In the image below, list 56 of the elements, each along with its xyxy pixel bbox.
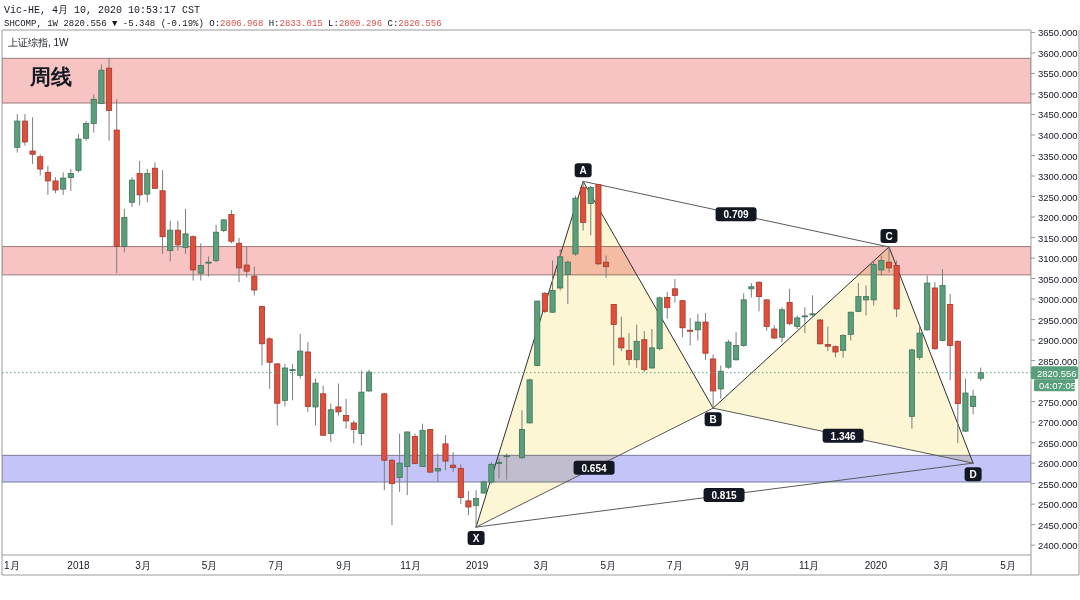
y-tick-label: 2400.000 [1038,539,1078,551]
annotation: 1.346 [830,430,857,442]
y-tick-label: 2850.000 [1038,355,1078,367]
x-tick-label: 1月 [4,559,20,571]
y-tick-label: 2450.000 [1038,519,1078,531]
y-tick-label: 3300.000 [1038,170,1078,182]
y-tick-label: 2650.000 [1038,437,1078,449]
x-tick-label: 9月 [734,559,751,571]
annotation: D [969,468,977,480]
y-tick-label: 3500.000 [1038,88,1078,100]
text: SHCOMP, 1W 2820.556 ▼ -5.348 (-0.19%) O:2806.968 H:2833.015 L:2800.296 C:2820.556 [4,19,442,29]
y-tick-label: 2750.000 [1038,396,1078,408]
y-tick-label: 2500.000 [1038,498,1078,510]
x-tick-label: 5月 [1000,559,1016,571]
y-tick-label: 3050.000 [1038,273,1078,285]
y-tick-label: 3650.000 [1038,26,1078,38]
y-tick-label: 3600.000 [1038,47,1078,59]
y-tick-label: 2900.000 [1038,334,1078,346]
annotation: 0.815 [711,489,737,501]
y-tick-label: 3250.000 [1038,191,1078,203]
y-tick-label: 2600.000 [1038,457,1078,469]
text: Vic-HE, 4月 10, 2020 10:53:17 CST [4,5,201,16]
y-tick-label: 2550.000 [1038,478,1078,490]
x-tick-label: 2020 [864,559,888,571]
x-tick-label: 11月 [799,559,820,571]
y-tick-label: 3150.000 [1038,232,1078,244]
y-tick-label: 3400.000 [1038,129,1078,141]
x-tick-label: 3月 [533,559,550,571]
x-tick-label: 9月 [336,559,352,571]
text: 上证综指, 1W [8,37,70,48]
x-tick-label: 3月 [135,559,151,571]
text: 04:07:05 [1039,379,1076,391]
x-tick-label: 11月 [400,559,421,571]
x-tick-label: 5月 [600,559,617,571]
annotation: B [709,413,717,425]
annotation: X [472,532,480,544]
y-tick-label: 3350.000 [1038,150,1078,162]
y-tick-label: 3000.000 [1038,293,1078,305]
x-tick-label: 7月 [268,559,284,571]
x-tick-label: 2019 [466,559,489,571]
annotation: C [885,230,893,242]
x-tick-label: 5月 [201,559,218,571]
y-tick-label: 3100.000 [1038,252,1078,264]
ref-line-label: 2820.556 [1037,367,1077,379]
y-tick-label: 2700.000 [1038,416,1078,428]
annotation: 周线 [29,65,72,88]
x-tick-label: 2018 [67,559,91,571]
x-tick-label: 3月 [933,559,950,571]
annotation: A [579,164,587,176]
y-tick-label: 3450.000 [1038,108,1078,120]
annotation: 0.709 [723,208,750,220]
x-tick-label: 7月 [667,559,683,571]
annotation: 0.654 [581,462,607,474]
y-tick-label: 2950.000 [1038,314,1078,326]
y-tick-label: 3550.000 [1038,67,1078,79]
y-tick-label: 3200.000 [1038,211,1078,223]
